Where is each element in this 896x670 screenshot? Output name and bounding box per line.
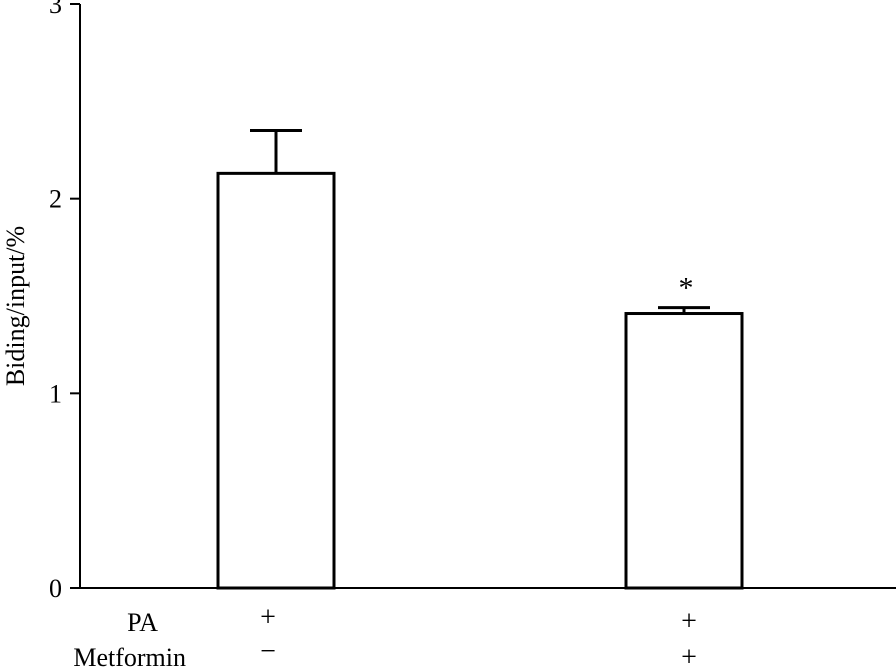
sign-pa-bar-1: + <box>260 602 276 633</box>
y-tick-label: 0 <box>49 574 62 603</box>
row-label-pa: PA <box>127 608 158 637</box>
y-tick-label: 2 <box>49 185 62 214</box>
sign-metformin-bar-2: + <box>681 642 697 670</box>
y-axis-label: Biding/input/% <box>1 226 30 386</box>
y-tick-label: 1 <box>49 379 62 408</box>
bar <box>624 312 744 590</box>
significance-marker: * <box>679 272 694 305</box>
y-ticks: 0 1 2 3 <box>49 0 80 603</box>
sign-pa-bar-2: + <box>681 606 697 637</box>
row-label-metformin: Metformin <box>73 643 186 670</box>
y-tick-label: 3 <box>49 0 62 19</box>
bars: * <box>216 129 744 590</box>
bar <box>216 171 336 590</box>
sign-metformin-bar-1: − <box>260 636 276 667</box>
